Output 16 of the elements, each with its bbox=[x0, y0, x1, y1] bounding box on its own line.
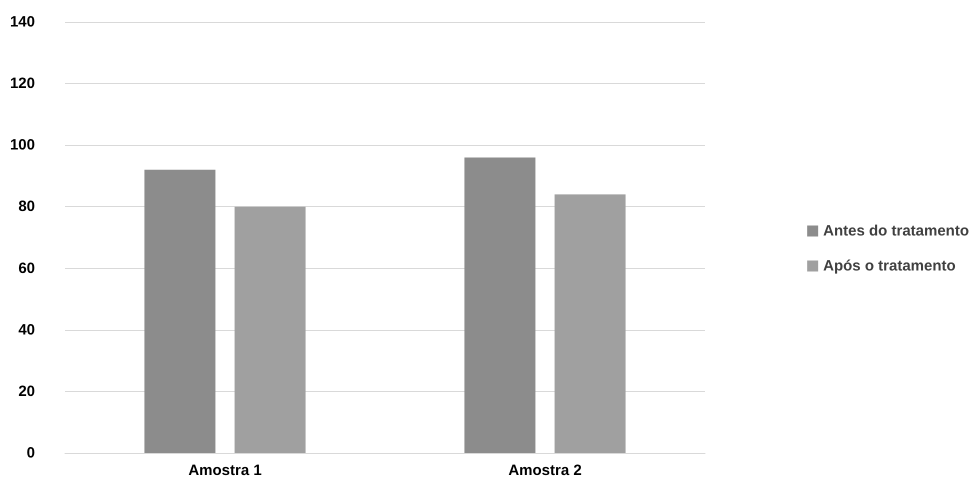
y-tick-label: 60 bbox=[18, 260, 35, 277]
x-tick-label: Amostra 1 bbox=[188, 462, 262, 479]
x-tick-label: Amostra 2 bbox=[508, 462, 582, 479]
y-tick-label: 80 bbox=[18, 198, 35, 216]
y-tick-label: 140 bbox=[10, 14, 35, 30]
bar bbox=[554, 194, 626, 453]
legend-label: Após o tratamento bbox=[823, 258, 956, 274]
y-tick-label: 0 bbox=[26, 444, 35, 462]
legend-label: Antes do tratamento bbox=[823, 222, 970, 240]
bar bbox=[144, 170, 216, 453]
y-tick-label: 40 bbox=[18, 321, 35, 338]
y-tick-label: 120 bbox=[10, 75, 35, 92]
bar bbox=[234, 206, 306, 453]
y-tick-label: 100 bbox=[10, 136, 35, 154]
y-tick-label: 20 bbox=[18, 382, 35, 400]
bar bbox=[464, 157, 536, 453]
